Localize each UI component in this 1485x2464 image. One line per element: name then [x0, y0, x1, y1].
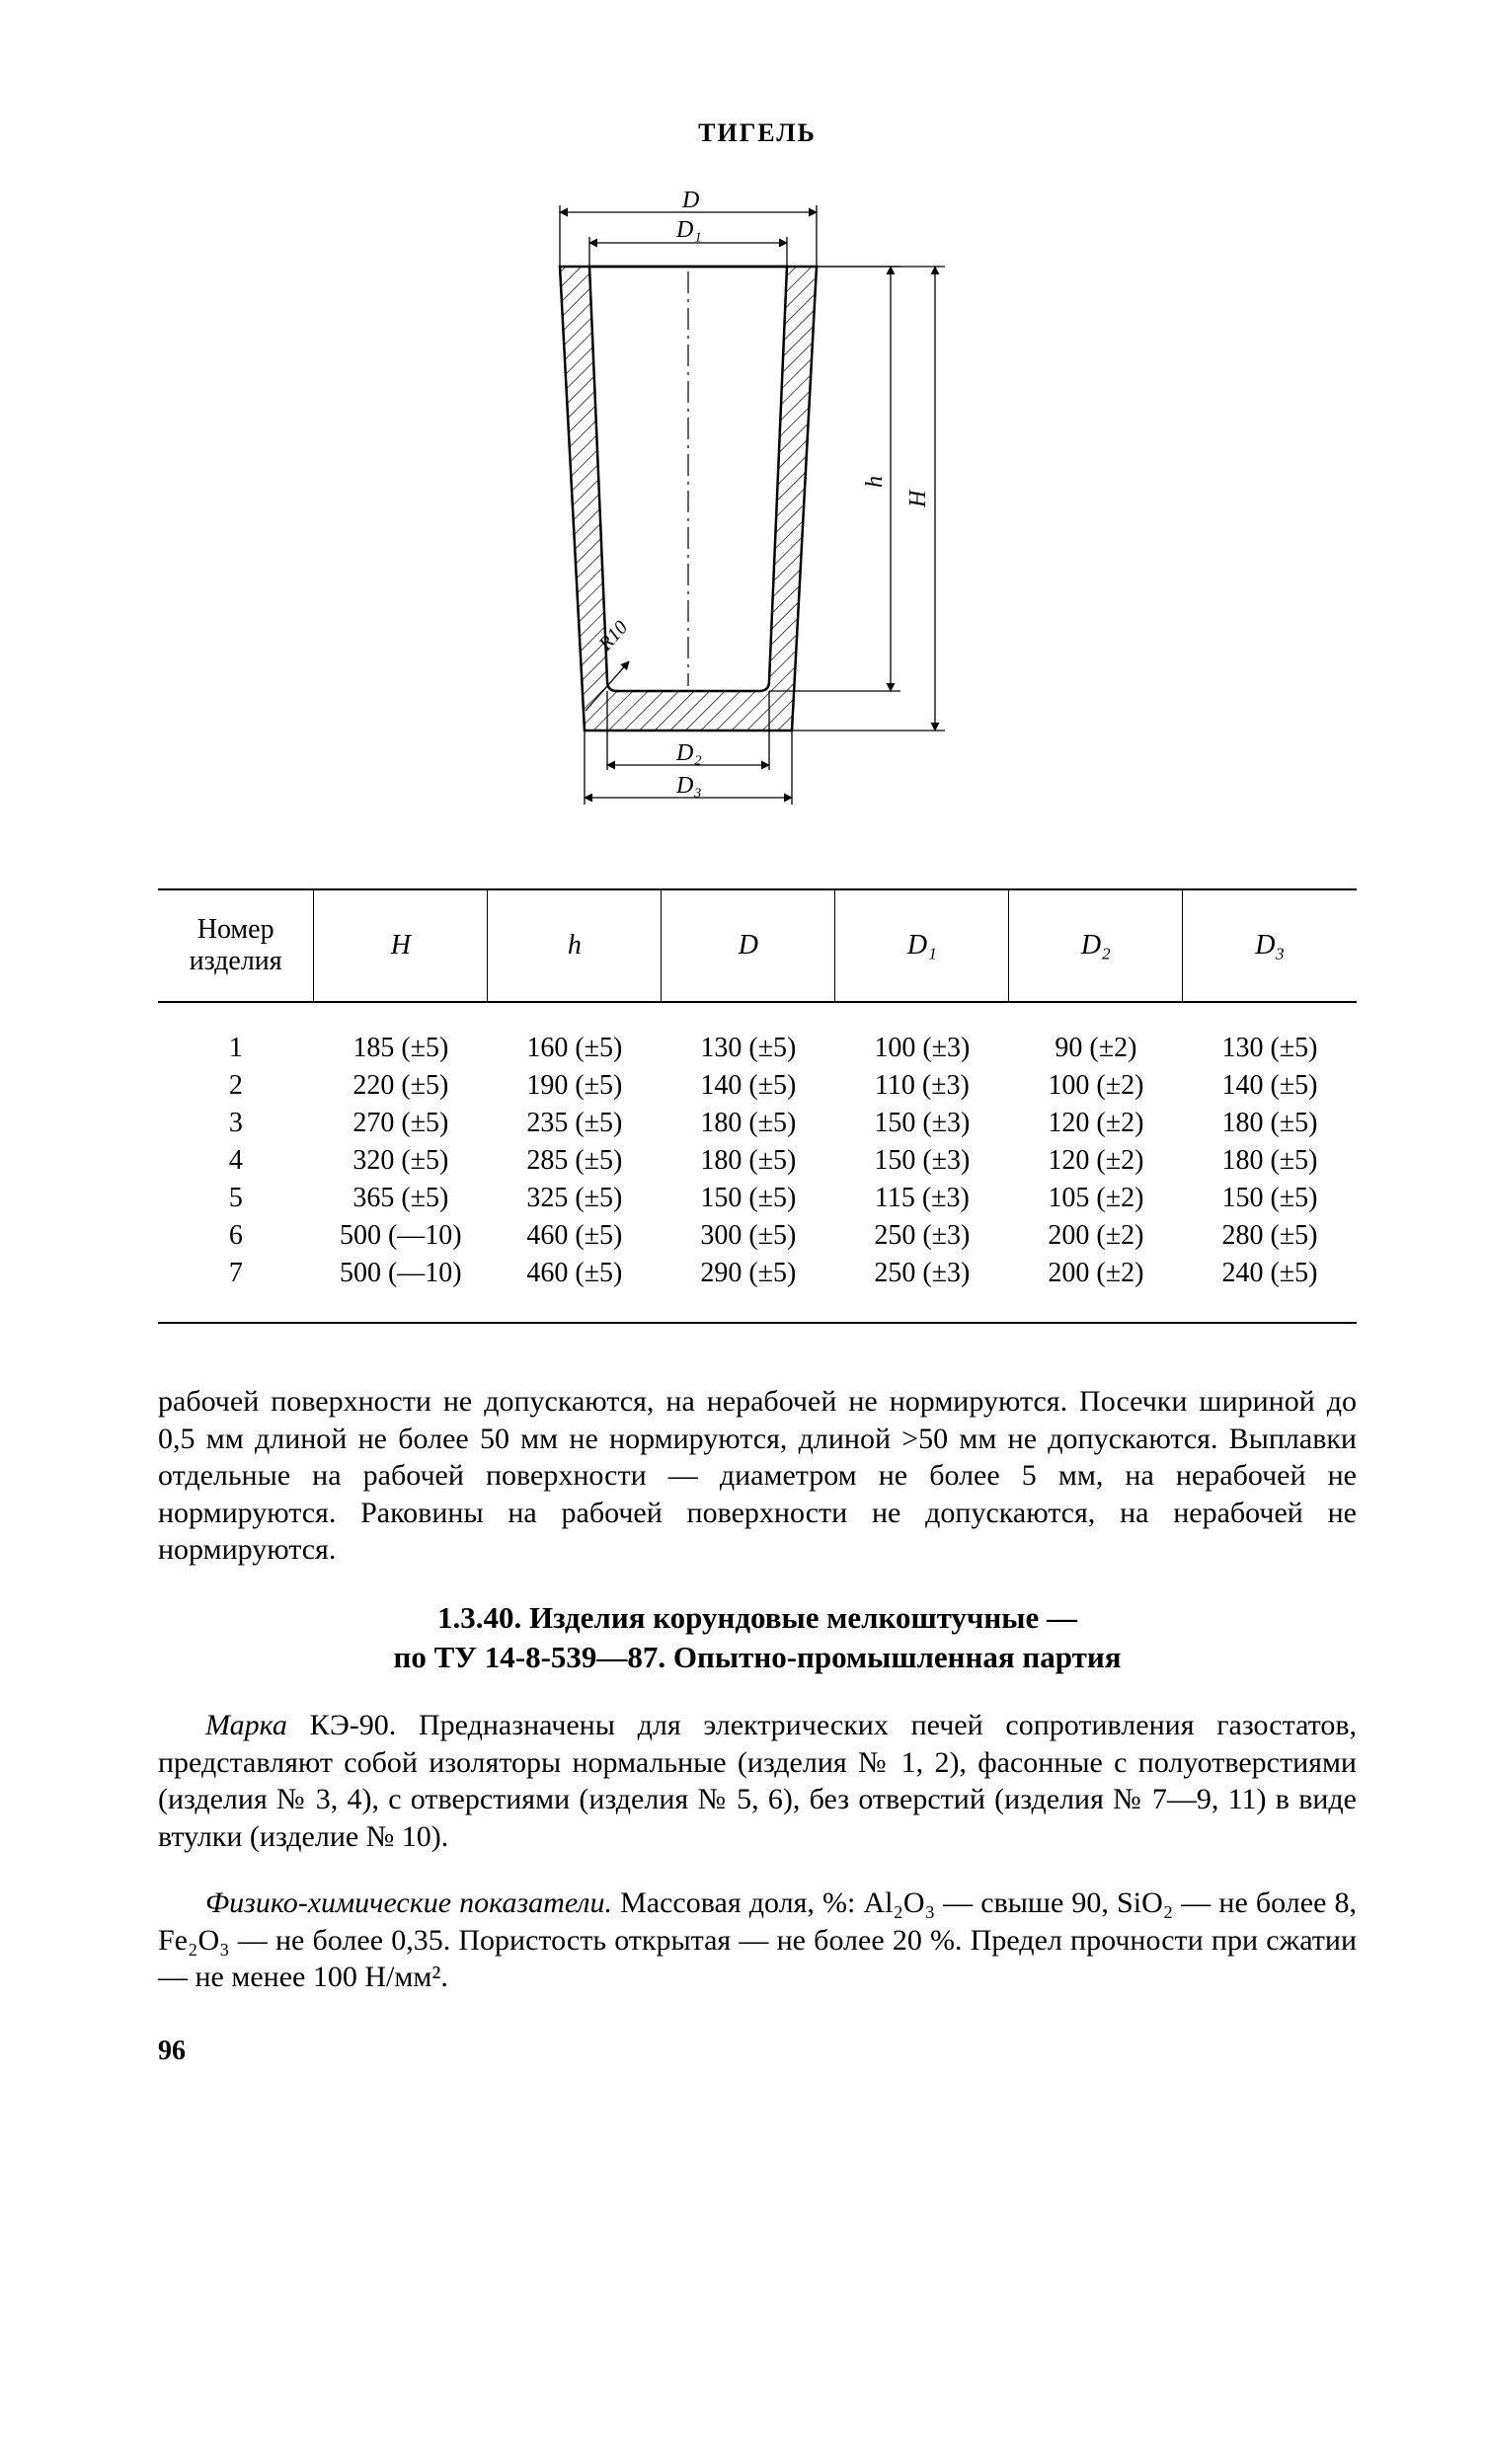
physchem-label: Физико-химические показатели.: [205, 1886, 612, 1919]
table-cell: 150 (±5): [1183, 1180, 1357, 1217]
table-cell: 105 (±2): [1009, 1180, 1183, 1217]
col-D2: D₂: [1009, 889, 1183, 1002]
table-row: 6500 (—10)460 (±5)300 (±5)250 (±3)200 (±…: [158, 1217, 1357, 1255]
table-cell: 190 (±5): [488, 1067, 662, 1105]
table-cell: 100 (±3): [835, 1002, 1009, 1067]
col-D3: D₃: [1183, 889, 1357, 1002]
table-cell: 250 (±3): [835, 1217, 1009, 1255]
table-cell: 130 (±5): [1183, 1002, 1357, 1067]
table-cell: 180 (±5): [662, 1105, 835, 1142]
table-cell: 500 (—10): [314, 1217, 488, 1255]
table-cell: 6: [158, 1217, 314, 1255]
table-cell: 180 (±5): [1183, 1105, 1357, 1142]
paragraph-marka: Марка КЭ-90. Предназначены для электриче…: [158, 1707, 1357, 1855]
table-cell: 7: [158, 1255, 314, 1292]
table-cell: 235 (±5): [488, 1105, 662, 1142]
page-number: 96: [158, 2036, 1357, 2067]
dimensions-table: Номер изделия H h D D₁ D₂ D₃ 1185 (±5)16…: [158, 888, 1357, 1324]
crucible-figure: R10 D D₁ D₂ D₃ h H: [501, 178, 1014, 849]
table-cell: 270 (±5): [314, 1105, 488, 1142]
table-cell: 320 (±5): [314, 1142, 488, 1180]
svg-text:D₃: D₃: [675, 773, 702, 799]
table-cell: 120 (±2): [1009, 1105, 1183, 1142]
table-row: 5365 (±5)325 (±5)150 (±5)115 (±3)105 (±2…: [158, 1180, 1357, 1217]
svg-text:h: h: [862, 476, 888, 488]
table-row: 4320 (±5)285 (±5)180 (±5)150 (±3)120 (±2…: [158, 1142, 1357, 1180]
table-row: 1185 (±5)160 (±5)130 (±5)100 (±3)90 (±2)…: [158, 1002, 1357, 1067]
table-cell: 185 (±5): [314, 1002, 488, 1067]
table-cell: 115 (±3): [835, 1180, 1009, 1217]
table-cell: 1: [158, 1002, 314, 1067]
svg-text:D₁: D₁: [675, 217, 702, 243]
marka-text: КЭ-90. Предназначены для электрических п…: [158, 1709, 1357, 1853]
table-cell: 460 (±5): [488, 1217, 662, 1255]
table-row: 3270 (±5)235 (±5)180 (±5)150 (±3)120 (±2…: [158, 1105, 1357, 1142]
table-cell: 280 (±5): [1183, 1217, 1357, 1255]
table-cell: 3: [158, 1105, 314, 1142]
table-cell: 290 (±5): [662, 1255, 835, 1292]
col-number: Номер изделия: [158, 889, 314, 1002]
table-cell: 160 (±5): [488, 1002, 662, 1067]
table-cell: 500 (—10): [314, 1255, 488, 1292]
table-cell: 300 (±5): [662, 1217, 835, 1255]
table-cell: 130 (±5): [662, 1002, 835, 1067]
paragraph-physchem: Физико-химические показатели. Массовая д…: [158, 1885, 1357, 1996]
table-cell: 110 (±3): [835, 1067, 1009, 1105]
table-cell: 90 (±2): [1009, 1002, 1183, 1067]
table-cell: 180 (±5): [662, 1142, 835, 1180]
table-cell: 200 (±2): [1009, 1217, 1183, 1255]
marka-label: Марка: [205, 1709, 287, 1741]
table-cell: 100 (±2): [1009, 1067, 1183, 1105]
table-row: 7500 (—10)460 (±5)290 (±5)250 (±3)200 (±…: [158, 1255, 1357, 1292]
svg-text:H: H: [905, 489, 931, 508]
col-D: D: [662, 889, 835, 1002]
table-cell: 240 (±5): [1183, 1255, 1357, 1292]
table-cell: 5: [158, 1180, 314, 1217]
svg-text:D: D: [681, 188, 699, 213]
table-cell: 365 (±5): [314, 1180, 488, 1217]
table-cell: 2: [158, 1067, 314, 1105]
table-cell: 150 (±5): [662, 1180, 835, 1217]
table-cell: 120 (±2): [1009, 1142, 1183, 1180]
section-heading: 1.3.40. Изделия корундовые мелкоштучные …: [158, 1598, 1357, 1678]
table-cell: 460 (±5): [488, 1255, 662, 1292]
table-cell: 285 (±5): [488, 1142, 662, 1180]
table-cell: 140 (±5): [662, 1067, 835, 1105]
table-cell: 140 (±5): [1183, 1067, 1357, 1105]
paragraph-surface-defects: рабочей поверхности не допускаются, на н…: [158, 1383, 1357, 1569]
table-cell: 325 (±5): [488, 1180, 662, 1217]
table-cell: 200 (±2): [1009, 1255, 1183, 1292]
table-cell: 150 (±3): [835, 1105, 1009, 1142]
table-cell: 180 (±5): [1183, 1142, 1357, 1180]
table-cell: 4: [158, 1142, 314, 1180]
table-row: 2220 (±5)190 (±5)140 (±5)110 (±3)100 (±2…: [158, 1067, 1357, 1105]
col-H: H: [314, 889, 488, 1002]
table-cell: 250 (±3): [835, 1255, 1009, 1292]
table-cell: 220 (±5): [314, 1067, 488, 1105]
table-cell: 150 (±3): [835, 1142, 1009, 1180]
col-D1: D₁: [835, 889, 1009, 1002]
col-h: h: [488, 889, 662, 1002]
figure-title: ТИГЕЛЬ: [158, 118, 1357, 148]
svg-text:D₂: D₂: [675, 740, 702, 766]
